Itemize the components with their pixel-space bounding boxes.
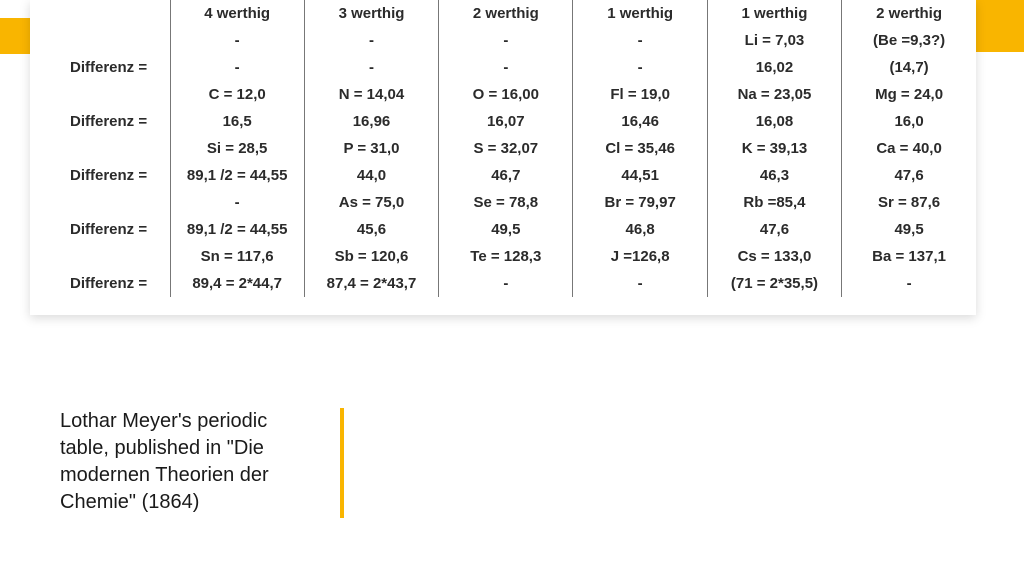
table-cell: 44,0 xyxy=(304,162,438,189)
accent-bar-right xyxy=(976,0,1024,52)
row-label: Differenz = xyxy=(30,162,170,189)
table-cell: 16,02 xyxy=(707,54,841,81)
table-cell: Cl = 35,46 xyxy=(573,135,707,162)
table-cell: J =126,8 xyxy=(573,243,707,270)
table-cell: As = 75,0 xyxy=(304,189,438,216)
table-cell: 16,46 xyxy=(573,108,707,135)
caption-block: Lothar Meyer's periodic table, published… xyxy=(60,408,344,518)
table-cell: P = 31,0 xyxy=(304,135,438,162)
table-cell: - xyxy=(304,27,438,54)
table-cell: 16,08 xyxy=(707,108,841,135)
table-cell: - xyxy=(573,54,707,81)
col-header: 4 werthig xyxy=(170,0,304,27)
table-cell: N = 14,04 xyxy=(304,81,438,108)
table-cell: 89,1 /2 = 44,55 xyxy=(170,216,304,243)
table-cell: 47,6 xyxy=(842,162,976,189)
table-cell: - xyxy=(439,54,573,81)
col-header: 3 werthig xyxy=(304,0,438,27)
table-cell: 49,5 xyxy=(842,216,976,243)
table-cell: 47,6 xyxy=(707,216,841,243)
table-cell: Se = 78,8 xyxy=(439,189,573,216)
table-row: Differenz =89,4 = 2*44,787,4 = 2*43,7--(… xyxy=(30,270,976,297)
table-cell: 16,96 xyxy=(304,108,438,135)
col-header: 2 werthig xyxy=(842,0,976,27)
table-cell: - xyxy=(573,27,707,54)
table-cell: - xyxy=(304,54,438,81)
table-cell: - xyxy=(170,27,304,54)
table-cell: O = 16,00 xyxy=(439,81,573,108)
table-cell: S = 32,07 xyxy=(439,135,573,162)
accent-bar-left xyxy=(0,18,30,54)
table-cell: Te = 128,3 xyxy=(439,243,573,270)
row-label: Differenz = xyxy=(30,216,170,243)
table-cell: Rb =85,4 xyxy=(707,189,841,216)
table-cell: 16,5 xyxy=(170,108,304,135)
table-cell: 49,5 xyxy=(439,216,573,243)
header-label xyxy=(30,0,170,27)
table-cell: (71 = 2*35,5) xyxy=(707,270,841,297)
table-cell: 89,4 = 2*44,7 xyxy=(170,270,304,297)
col-header: 2 werthig xyxy=(439,0,573,27)
row-label: Differenz = xyxy=(30,108,170,135)
table-cell: - xyxy=(439,27,573,54)
table-cell: 16,07 xyxy=(439,108,573,135)
header-row: 4 werthig 3 werthig 2 werthig 1 werthig … xyxy=(30,0,976,27)
caption-divider xyxy=(340,408,344,518)
table-cell: Cs = 133,0 xyxy=(707,243,841,270)
table-cell: Br = 79,97 xyxy=(573,189,707,216)
row-label: Differenz = xyxy=(30,54,170,81)
table-cell: (14,7) xyxy=(842,54,976,81)
table-cell: Ca = 40,0 xyxy=(842,135,976,162)
periodic-table: 4 werthig 3 werthig 2 werthig 1 werthig … xyxy=(30,0,976,297)
row-label xyxy=(30,135,170,162)
table-cell: - xyxy=(439,270,573,297)
table-row: -As = 75,0Se = 78,8Br = 79,97Rb =85,4Sr … xyxy=(30,189,976,216)
table-cell: Na = 23,05 xyxy=(707,81,841,108)
table-cell: 46,7 xyxy=(439,162,573,189)
table-cell: 44,51 xyxy=(573,162,707,189)
table-cell: - xyxy=(170,54,304,81)
row-label xyxy=(30,27,170,54)
table-cell: Mg = 24,0 xyxy=(842,81,976,108)
table-row: ----Li = 7,03(Be =9,3?) xyxy=(30,27,976,54)
caption-text: Lothar Meyer's periodic table, published… xyxy=(60,408,310,516)
row-label xyxy=(30,81,170,108)
table-cell: 46,8 xyxy=(573,216,707,243)
table-cell: 87,4 = 2*43,7 xyxy=(304,270,438,297)
table-cell: C = 12,0 xyxy=(170,81,304,108)
table-row: Differenz =16,516,9616,0716,4616,0816,0 xyxy=(30,108,976,135)
table-row: Si = 28,5P = 31,0S = 32,07Cl = 35,46K = … xyxy=(30,135,976,162)
table-row: Differenz =89,1 /2 = 44,5545,649,546,847… xyxy=(30,216,976,243)
row-label xyxy=(30,243,170,270)
col-header: 1 werthig xyxy=(573,0,707,27)
table-cell: - xyxy=(170,189,304,216)
table-cell: - xyxy=(842,270,976,297)
row-label: Differenz = xyxy=(30,270,170,297)
table-card: 4 werthig 3 werthig 2 werthig 1 werthig … xyxy=(30,0,976,315)
table-cell: - xyxy=(573,270,707,297)
table-cell: 45,6 xyxy=(304,216,438,243)
table-cell: 46,3 xyxy=(707,162,841,189)
table-cell: Si = 28,5 xyxy=(170,135,304,162)
table-row: Differenz =89,1 /2 = 44,5544,046,744,514… xyxy=(30,162,976,189)
table-cell: 89,1 /2 = 44,55 xyxy=(170,162,304,189)
table-cell: Sr = 87,6 xyxy=(842,189,976,216)
table-cell: Fl = 19,0 xyxy=(573,81,707,108)
table-cell: Sn = 117,6 xyxy=(170,243,304,270)
row-label xyxy=(30,189,170,216)
table-row: Differenz =----16,02(14,7) xyxy=(30,54,976,81)
table-cell: (Be =9,3?) xyxy=(842,27,976,54)
table-cell: Li = 7,03 xyxy=(707,27,841,54)
table-row: C = 12,0N = 14,04O = 16,00Fl = 19,0Na = … xyxy=(30,81,976,108)
col-header: 1 werthig xyxy=(707,0,841,27)
table-cell: Sb = 120,6 xyxy=(304,243,438,270)
table-cell: Ba = 137,1 xyxy=(842,243,976,270)
table-row: Sn = 117,6Sb = 120,6Te = 128,3J =126,8Cs… xyxy=(30,243,976,270)
table-cell: K = 39,13 xyxy=(707,135,841,162)
table-cell: 16,0 xyxy=(842,108,976,135)
